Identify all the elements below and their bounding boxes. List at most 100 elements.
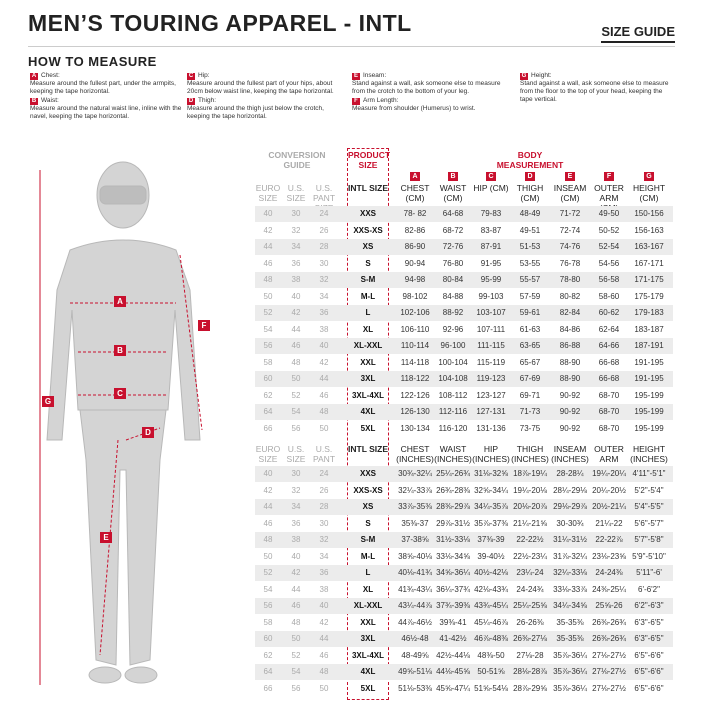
cell: 26⅜-26¾ (592, 634, 626, 643)
cell: 60 (263, 634, 273, 643)
measure-label: Height: (531, 72, 552, 79)
cell: 195-199 (634, 407, 664, 416)
cell: 76-78 (559, 258, 581, 268)
cell: 82-84 (559, 308, 581, 317)
cell: 50 (291, 374, 301, 383)
cell: 3XL-4XL (351, 390, 384, 400)
cell: 60-62 (598, 308, 620, 317)
measure-text: Measure around the thigh just below the … (187, 105, 324, 120)
cell: S (365, 518, 371, 528)
column-letter: B (448, 172, 458, 181)
cell: 91-95 (480, 258, 502, 268)
cell: 26-26⅜ (516, 617, 544, 627)
cell: 48-49⅝ (401, 650, 429, 660)
cell: 34 (291, 242, 301, 251)
column-letter: C (486, 172, 496, 181)
cell: 52 (263, 308, 273, 317)
cell: 26¾-28⅜ (436, 485, 470, 495)
cell: 44 (263, 502, 273, 511)
cell: 66-68 (598, 357, 620, 367)
figure-letter: A (114, 296, 126, 307)
cell: 46 (291, 601, 301, 610)
letter-badge: D (187, 98, 195, 105)
cell: 110-114 (400, 341, 430, 350)
cell: 54-56 (598, 258, 620, 268)
cell: 56 (291, 423, 301, 433)
cell: 28-28¼ (556, 469, 584, 478)
measure-item: D Thigh: Measure around the thigh just bel… (187, 97, 342, 121)
cell: 171-175 (634, 275, 664, 284)
cell: 195-199 (634, 423, 664, 433)
cell: 22-22½ (516, 535, 544, 544)
cell: XXS-XS (353, 485, 383, 495)
measure-text: Measure around the fullest part of your … (187, 80, 334, 95)
cell: L (365, 308, 371, 317)
figure (39, 161, 203, 685)
cell: 24 (319, 209, 329, 218)
column-header: INTL SIZE (348, 444, 388, 454)
cell: 38⅝-40⅛ (398, 551, 432, 561)
cell: 76-80 (442, 258, 464, 268)
cell: 6'-6'2" (638, 584, 660, 594)
cell: XL (362, 324, 374, 334)
cell: 183-187 (634, 324, 664, 334)
measure-label: Waist: (41, 97, 59, 104)
cell: 122-126 (400, 390, 430, 400)
cell: 36¼-37¾ (436, 584, 470, 594)
cell: 102-106 (400, 308, 430, 317)
cell: 35-35⅜ (556, 617, 584, 627)
cell: 21¼-21⅝ (513, 518, 547, 528)
cell: 46 (291, 341, 301, 350)
cell: 6'2"-6'3" (634, 601, 664, 610)
product-size-box (347, 148, 389, 700)
cell: 39⅜-41 (439, 617, 467, 627)
cell: 130-134 (400, 423, 430, 433)
cell: 69-71 (519, 390, 541, 400)
measure-text: Stand against a wall, ask someone else t… (352, 80, 501, 95)
cell: 64-68 (442, 209, 464, 218)
cell: 86-90 (404, 242, 426, 251)
row-shade (255, 631, 673, 647)
cell: 21¼-22 (595, 518, 623, 528)
column-header: U.S. SIZE (286, 444, 306, 464)
figure-letter: G (42, 396, 54, 407)
measure-text: Measure from shoulder (Humerus) to wrist… (352, 105, 476, 112)
cell: 61-63 (519, 324, 541, 334)
cell: 73-75 (519, 423, 541, 433)
cell: 6'5"-6'6" (634, 650, 664, 660)
cell: 40 (291, 551, 301, 561)
column-header: CHEST (INCHES) (396, 444, 434, 464)
cell: 90-92 (559, 407, 581, 416)
cell: 27⅛-27½ (592, 650, 626, 660)
measure-item: F Arm Length: Measure from shoulder (Humer… (352, 97, 507, 113)
row-shade (255, 305, 673, 321)
cell: 50 (319, 683, 329, 693)
cell: S-M (360, 535, 376, 544)
cell: 33⅞-35⅜ (398, 502, 432, 511)
cell: 36 (291, 258, 301, 268)
column-header: INSEAM (INCHES) (551, 444, 589, 464)
row-shade (255, 206, 673, 222)
cell: 32¼-33⅞ (398, 485, 432, 495)
cell: 56 (263, 601, 273, 610)
cell: 5'2"-5'4" (634, 485, 664, 495)
cell: 24 (319, 469, 329, 478)
column-header: HEIGHT (INCHES) (630, 444, 668, 464)
cell: 42 (291, 308, 301, 317)
cell: 32 (319, 535, 329, 544)
measure-item: C Hip: Measure around the fullest part of … (187, 72, 342, 96)
cell: 6'5"-6'6" (634, 683, 664, 693)
measure-label: Hip: (198, 72, 210, 79)
cell: 64-66 (598, 341, 620, 350)
cell: 20⅛-20⅞ (513, 502, 547, 511)
cell: 67-69 (519, 374, 541, 383)
cell: 52 (291, 650, 301, 660)
cell: 51-53 (519, 242, 541, 251)
cell: 46⅞-48⅜ (474, 634, 508, 643)
cell: 100-104 (438, 357, 468, 367)
figure-letter: F (198, 320, 210, 331)
cell: 36 (291, 518, 301, 528)
cell: 50-52 (598, 225, 620, 235)
cell: 6'3"-6'5" (634, 617, 664, 627)
cell: 33⅛-34⅝ (436, 551, 470, 561)
